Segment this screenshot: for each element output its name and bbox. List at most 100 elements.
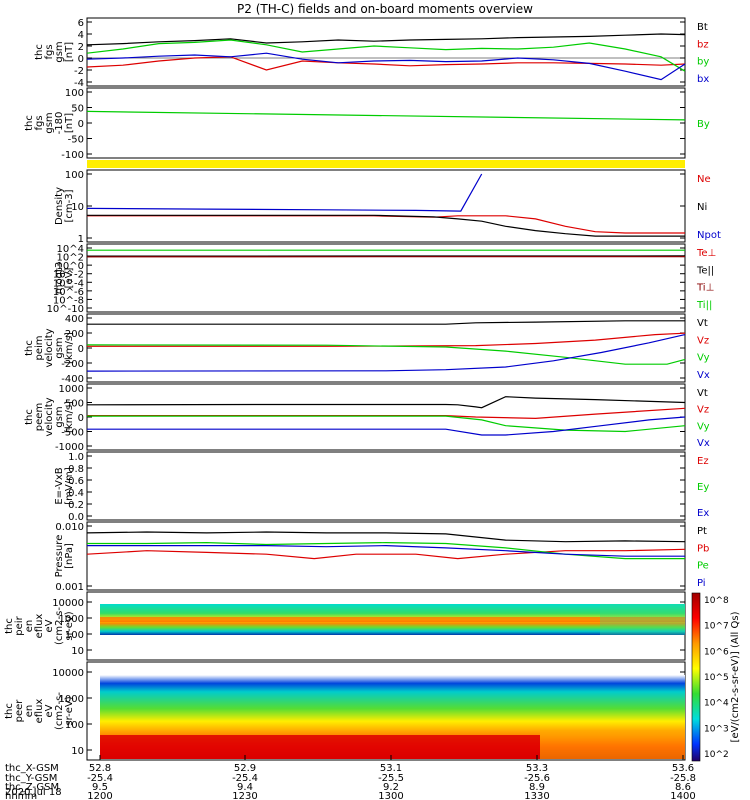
y-tick-label: 10^-8 [53,295,84,306]
y-tick-label: -100 [61,150,84,161]
y-tick-label: 10^-2 [53,270,84,281]
y-tick-label: 0.010 [55,522,84,533]
panel-mom-temp: 10^410^210^010^-210^-410^-610^-810^-10 mo… [47,243,716,315]
colorbar-label: [eV/(cm2-s-sr-eV)] (All Qs) [730,611,741,742]
y-axis-label: Density [54,187,65,225]
y-axis-label: [nT] [64,42,75,62]
footer-value: 52.9 [234,763,256,774]
electron-spectrogram [100,675,685,759]
y-tick-label: 200 [65,329,84,340]
y-axis-label: fgs [44,44,55,59]
y-axis-label: thc [4,703,15,719]
y-tick-label: 10^2 [57,253,84,264]
series-Vz [87,332,686,347]
legend-Npot: Npot [697,230,721,241]
y-axis-label: [eV] [64,268,75,289]
colorbar: 10^8 10^7 10^6 10^5 10^4 10^3 10^2 [eV/(cm2-s-… [691,592,741,762]
footer-value: 53.3 [526,763,548,774]
colorbar-tick-label: 10^2 [704,750,729,760]
footer-value: 1200 [87,791,112,800]
y-tick-label: 0.001 [55,582,84,593]
ion-spectrogram [100,604,685,635]
series-Vy [86,344,686,365]
legend-Ez: Ez [697,456,709,467]
series-Ni [87,214,685,237]
legend-Vx: Vx [697,370,710,381]
footer-row-label: thc_X-GSM [5,763,59,774]
y-axis-label: [km/s] [64,332,75,364]
y-tick-label: 6 [78,18,84,29]
footer-value: -25.8 [670,773,696,784]
y-axis-label: -180 [54,112,65,135]
y-tick-label: 10^-10 [47,304,84,315]
y-tick-label: -4 [74,78,84,89]
y-axis-label: gsm [54,406,65,427]
footer: thc_X-GSM 52.8 52.9 53.1 53.3 53.6 thc_Y-GSM -2… [5,755,696,800]
series-Vt [86,396,686,409]
y-tick-label: 400 [65,314,84,325]
series-By [86,110,686,121]
footer-date: 2020 Jul 18 [5,787,62,798]
y-axis-label: (cm2-s- [54,692,65,730]
y-tick-label: 0.8 [68,464,84,475]
legend-bz: bz [697,39,709,50]
legend-Ne: Ne [697,174,711,185]
footer-value: -25.5 [378,773,404,784]
y-tick-label: 0.0 [68,512,84,523]
colorbar-ticks: 10^8 10^7 10^6 10^5 10^4 10^3 10^2 [704,596,729,760]
legend-Vz: Vz [697,335,709,346]
panel-e-vxb: 1.00.80.60.40.20.0E=-VxB [mV/m] Ez Ey Ex [54,451,709,523]
footer-value: 1330 [524,791,549,800]
panel-frame [86,87,686,159]
y-tick-label: 500 [65,399,84,410]
panel-frame [86,383,686,451]
y-tick-label: 10 [71,202,84,213]
legend-Vt: Vt [697,388,708,399]
footer-value: -25.4 [87,773,113,784]
y-axis-label: gsm [54,41,65,62]
legend-Vy: Vy [697,421,710,432]
colorbar-tick-label: 10^6 [704,647,729,657]
panel-pressure: 0.010 0.001 Pressure [nPa] Pt Pb Pe Pi [54,521,709,593]
footer-value: 1400 [670,791,695,800]
legend-Ti||: Ti|| [696,300,712,311]
y-tick-label: 100 [65,720,84,731]
y-axis-label: [nT] [64,113,75,133]
footer-value: 1300 [378,791,403,800]
y-tick-label: -50 [68,135,84,146]
y-tick-label: 10 [71,646,84,657]
series-Pt [86,531,686,543]
y-tick-label: 10000 [52,668,84,679]
y-axis-label: velocity [44,397,55,436]
y-tick-label: 2 [78,42,84,53]
y-tick-label: 100 [65,88,84,99]
series-Vy [87,415,686,433]
y-axis-label: peem [34,403,45,431]
y-tick-label: 10 [71,746,84,757]
legend-Vt: Vt [697,318,708,329]
y-axis-label: gsm [54,337,65,358]
series-Vz [87,407,686,420]
legend-Ti⊥: Ti⊥ [696,283,714,294]
y-tick-label: 0 [78,119,84,130]
footer-value: 53.1 [380,763,402,774]
y-axis-label: [cm-3] [64,189,75,222]
y-axis-label: sr-eV) [64,696,75,725]
y-tick-label: 10^4 [57,244,84,255]
series-Vx [87,416,686,436]
series-Ne [87,215,685,234]
legend-Ex: Ex [697,508,709,519]
legend-by: by [697,57,709,68]
y-tick-label: 1000 [59,384,84,395]
y-axis-label: thc [24,340,35,356]
y-tick-label: 0.4 [68,488,84,499]
y-axis-label: [mV/m] [64,467,75,505]
y-axis-label: peir [14,615,25,635]
footer-value: -25.4 [232,773,258,784]
legend-bx: bx [697,74,709,85]
y-tick-label: 0.2 [68,500,84,511]
y-tick-label: -400 [61,374,84,385]
legend-Te⊥: Te⊥ [696,248,716,259]
